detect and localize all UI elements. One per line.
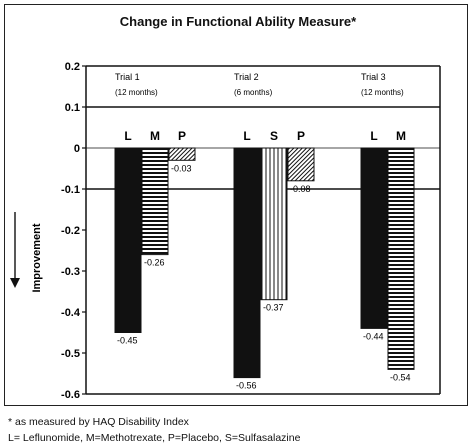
y-tick-label: 0.2 <box>65 61 80 73</box>
bar <box>387 147 415 370</box>
bar <box>360 147 388 329</box>
footnote-measure: * as measured by HAQ Disability Index <box>8 416 189 428</box>
bar-letter: S <box>270 129 278 143</box>
trial-duration: (12 months) <box>115 88 158 97</box>
bar-letter: P <box>297 129 305 143</box>
bar-value-label: -0.45 <box>117 336 138 346</box>
bar-letter: P <box>178 129 186 143</box>
trial-name: Trial 1 <box>115 72 140 82</box>
bar-layer <box>114 147 415 379</box>
bar-letter: L <box>124 129 131 143</box>
bar-value-label: -0.56 <box>236 381 257 391</box>
bar <box>260 147 288 301</box>
y-tick-label: 0 <box>74 143 80 155</box>
bar <box>233 147 261 379</box>
y-axis-title: Improvement <box>31 223 43 292</box>
trial-name: Trial 3 <box>361 72 386 82</box>
trial-name: Trial 2 <box>234 72 259 82</box>
chart-frame <box>4 4 468 406</box>
bar <box>141 147 169 256</box>
bar <box>114 147 142 333</box>
y-tick-label: -0.6 <box>61 389 80 401</box>
bar-letter: M <box>150 129 160 143</box>
y-tick-label: 0.1 <box>65 102 80 114</box>
bar-letter: M <box>396 129 406 143</box>
y-tick-label: -0.3 <box>61 266 80 278</box>
label-layer: Trial 1 (12 months) L -0.45 M -0.26 P -0.03 Tria… <box>115 72 411 391</box>
down-arrow-icon <box>10 278 20 288</box>
bar-letter: L <box>243 129 250 143</box>
bar-value-label: -0.44 <box>363 331 384 341</box>
bar-value-label: -0.54 <box>390 372 411 382</box>
y-tick-label: -0.5 <box>61 348 80 360</box>
axis-layer: 0.2 0.1 0 -0.1 -0.2 -0.3 -0.4 -0.5 -0.6 Improveme… <box>10 61 441 401</box>
bar-value-label: -0.08 <box>290 184 311 194</box>
bar <box>287 147 315 182</box>
bar-value-label: -0.37 <box>263 303 284 313</box>
y-tick-label: -0.1 <box>61 184 80 196</box>
chart-title: Change in Functional Ability Measure* <box>119 14 357 29</box>
y-tick-label: -0.4 <box>61 307 81 319</box>
bar-letter: L <box>370 129 377 143</box>
trial-duration: (12 months) <box>361 88 404 97</box>
y-tick-label: -0.2 <box>61 225 80 237</box>
bar-value-label: -0.26 <box>144 258 165 268</box>
footnote-legend: L= Leflunomide, M=Methotrexate, P=Placeb… <box>8 432 301 444</box>
bar-value-label: -0.03 <box>171 163 192 173</box>
bar <box>168 147 196 161</box>
trial-duration: (6 months) <box>234 88 273 97</box>
